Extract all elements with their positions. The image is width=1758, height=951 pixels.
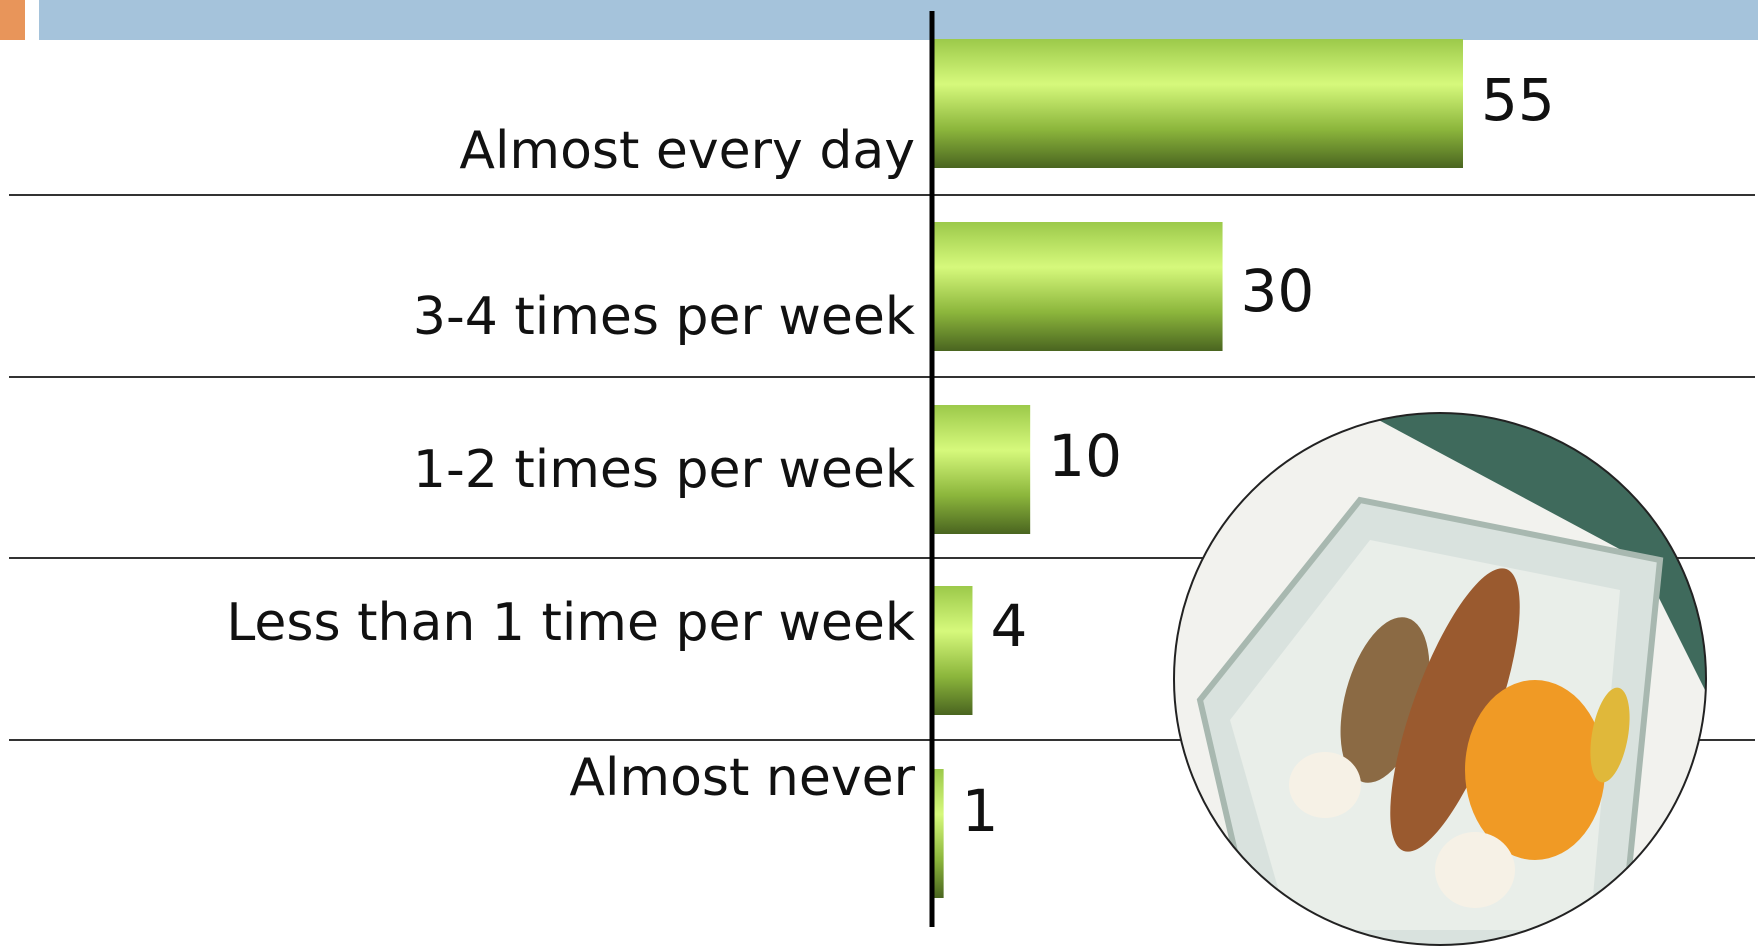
- category-label: Almost every day: [459, 121, 915, 181]
- category-label: Almost never: [569, 748, 915, 808]
- photo: [1174, 413, 1706, 945]
- bar: [934, 222, 1223, 351]
- value-label: 4: [990, 592, 1027, 660]
- bar: [934, 405, 1031, 534]
- category-label: Less than 1 time per week: [226, 593, 915, 653]
- bar: [934, 586, 973, 715]
- category-label: 3-4 times per week: [413, 287, 915, 347]
- value-label: 10: [1048, 422, 1122, 490]
- value-label: 1: [962, 777, 999, 845]
- value-label: 55: [1481, 66, 1555, 134]
- value-label: 30: [1241, 257, 1315, 325]
- header-band: [39, 0, 1758, 40]
- category-label: 1-2 times per week: [413, 440, 915, 500]
- bars: [934, 39, 1463, 898]
- bar: [934, 39, 1463, 168]
- bar: [934, 769, 944, 898]
- photo-frame: [1173, 412, 1707, 946]
- accent-square: [0, 0, 25, 40]
